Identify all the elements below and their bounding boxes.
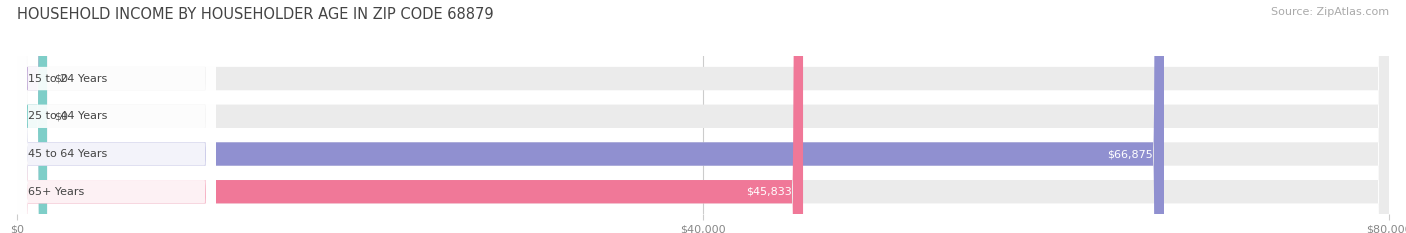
Text: 45 to 64 Years: 45 to 64 Years — [28, 149, 107, 159]
FancyBboxPatch shape — [17, 0, 46, 233]
Text: 15 to 24 Years: 15 to 24 Years — [28, 74, 107, 84]
Text: Source: ZipAtlas.com: Source: ZipAtlas.com — [1271, 7, 1389, 17]
Text: 25 to 44 Years: 25 to 44 Years — [28, 111, 107, 121]
FancyBboxPatch shape — [17, 0, 46, 233]
Text: HOUSEHOLD INCOME BY HOUSEHOLDER AGE IN ZIP CODE 68879: HOUSEHOLD INCOME BY HOUSEHOLDER AGE IN Z… — [17, 7, 494, 22]
FancyBboxPatch shape — [17, 0, 1164, 233]
Text: $45,833: $45,833 — [747, 187, 792, 197]
Text: $0: $0 — [53, 74, 67, 84]
FancyBboxPatch shape — [17, 0, 217, 233]
FancyBboxPatch shape — [17, 0, 1389, 233]
FancyBboxPatch shape — [17, 0, 217, 233]
Text: 65+ Years: 65+ Years — [28, 187, 84, 197]
FancyBboxPatch shape — [17, 0, 217, 233]
FancyBboxPatch shape — [17, 0, 1389, 233]
Text: $66,875: $66,875 — [1108, 149, 1153, 159]
FancyBboxPatch shape — [17, 0, 1389, 233]
FancyBboxPatch shape — [17, 0, 1389, 233]
FancyBboxPatch shape — [17, 0, 803, 233]
Text: $0: $0 — [53, 111, 67, 121]
FancyBboxPatch shape — [17, 0, 217, 233]
